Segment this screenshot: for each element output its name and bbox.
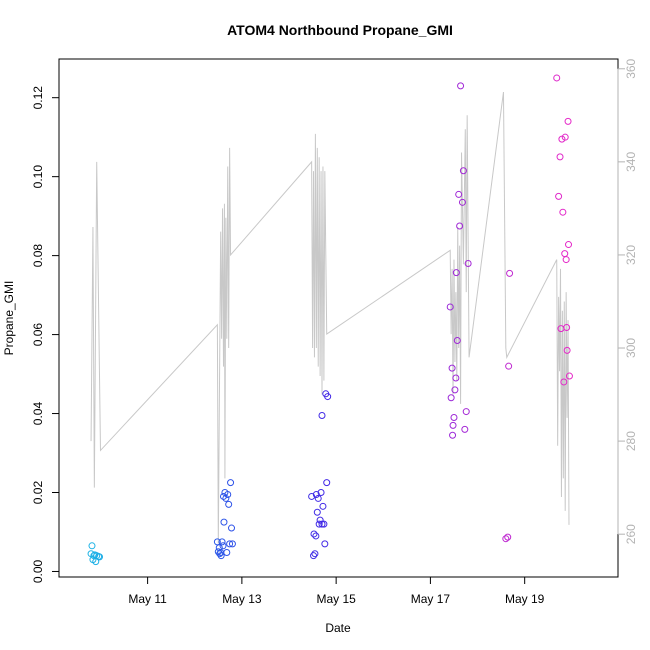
data-point [310, 530, 318, 538]
data-point [449, 431, 457, 439]
y-right-tick-label: 260 [624, 524, 638, 544]
data-point [462, 408, 470, 416]
plot-frame [58, 58, 619, 578]
data-point [319, 502, 327, 510]
data-point [446, 303, 454, 311]
data-point [310, 552, 318, 560]
data-point [555, 192, 563, 200]
data-point [324, 393, 332, 401]
data-point [449, 421, 457, 429]
y-tick-label: 0.00 [31, 559, 45, 583]
data-point [563, 323, 571, 331]
data-point [450, 413, 458, 421]
y-axis: 0.00 0.02 0.04 0.06 0.08 0.10 0.12 [31, 86, 60, 583]
y-tick-label: 0.02 [31, 481, 45, 505]
data-point [315, 520, 323, 528]
data-point [218, 538, 226, 546]
data-point [217, 552, 225, 560]
y-tick-label: 0.04 [31, 402, 45, 426]
data-point [224, 490, 232, 498]
x-axis-label: Date [325, 621, 351, 635]
data-point [453, 337, 461, 344]
data-point [219, 542, 227, 550]
x-tick-label: May 19 [505, 592, 545, 606]
data-point [565, 372, 573, 380]
data-point [451, 386, 459, 394]
y-tick-label: 0.08 [31, 244, 45, 268]
data-point [312, 532, 320, 540]
data-point [561, 250, 569, 258]
data-point [314, 494, 322, 502]
data-point [96, 553, 104, 561]
data-point [560, 378, 568, 386]
data-point [223, 549, 231, 557]
data-point [452, 374, 460, 382]
data-point [456, 222, 464, 230]
data-point [228, 524, 236, 532]
x-tick-label: May 13 [222, 592, 262, 606]
data-point [562, 256, 570, 264]
data-point [227, 479, 235, 487]
data-point [565, 241, 573, 249]
data-point [317, 489, 325, 497]
line-layer [90, 91, 570, 544]
data-point [222, 494, 230, 502]
data-point [563, 346, 571, 354]
data-point [316, 516, 324, 524]
data-point [320, 520, 328, 528]
data-point [318, 412, 326, 420]
data-point [461, 425, 469, 433]
y-axis-label: Propane_GMI [2, 281, 16, 356]
x-axis: May 11 May 13 May 15 May 17 May 19 [128, 576, 545, 606]
data-point [216, 550, 224, 558]
series-line [90, 91, 570, 544]
data-point [313, 508, 321, 516]
y-tick-label: 0.06 [31, 323, 45, 347]
data-point [88, 542, 96, 550]
y-right-tick-label: 340 [624, 152, 638, 172]
y-right-tick-label: 360 [624, 58, 638, 78]
data-point [553, 74, 561, 82]
x-tick-label: May 11 [128, 592, 167, 606]
y-axis-right: 260 280 300 320 340 360 [617, 58, 638, 544]
data-point [308, 492, 316, 500]
data-point [448, 364, 456, 372]
data-point [311, 550, 319, 558]
data-point [323, 479, 331, 487]
data-point [318, 520, 326, 528]
data-point [228, 540, 236, 548]
y-tick-label: 0.10 [31, 165, 45, 189]
data-point [452, 269, 460, 277]
data-point [226, 540, 234, 548]
data-point [458, 198, 466, 206]
data-point [225, 500, 233, 508]
chart-title: ATOM4 Northbound Propane_GMI [227, 22, 453, 38]
data-point [464, 260, 472, 268]
point-layer [87, 74, 573, 566]
data-point [556, 153, 564, 161]
y-tick-label: 0.12 [31, 86, 45, 110]
data-point [504, 533, 512, 541]
data-point [219, 492, 227, 500]
data-point [559, 208, 567, 216]
data-point [506, 269, 514, 277]
y-right-tick-label: 300 [624, 338, 638, 358]
y-right-tick-label: 320 [624, 245, 638, 265]
x-tick-label: May 17 [411, 592, 451, 606]
data-point [447, 394, 455, 402]
data-point [455, 190, 463, 198]
y-right-tick-label: 280 [624, 431, 638, 451]
data-point [502, 535, 510, 543]
data-point [505, 362, 513, 370]
x-tick-label: May 15 [316, 592, 356, 606]
data-point [312, 490, 320, 498]
data-point [321, 540, 329, 548]
data-point [564, 117, 572, 125]
data-point [220, 518, 228, 526]
data-point [459, 167, 467, 175]
data-point [561, 133, 569, 141]
plot-area [58, 58, 619, 578]
data-point [457, 82, 465, 90]
